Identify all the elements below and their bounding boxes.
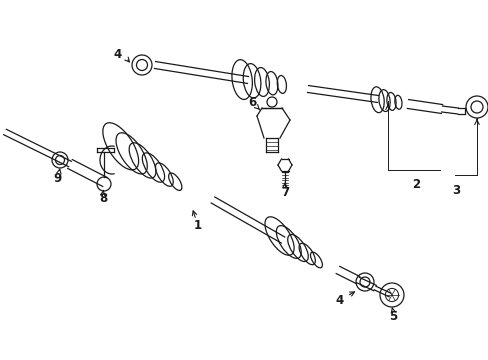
Text: 7: 7	[281, 185, 288, 198]
Text: 9: 9	[54, 171, 62, 185]
Text: 4: 4	[335, 293, 344, 306]
Text: 8: 8	[99, 192, 107, 204]
Text: 6: 6	[247, 95, 256, 108]
Text: 3: 3	[451, 184, 459, 197]
Text: 4: 4	[114, 48, 122, 60]
Text: 1: 1	[194, 219, 202, 231]
Text: 2: 2	[411, 178, 419, 191]
Text: 5: 5	[388, 310, 396, 323]
